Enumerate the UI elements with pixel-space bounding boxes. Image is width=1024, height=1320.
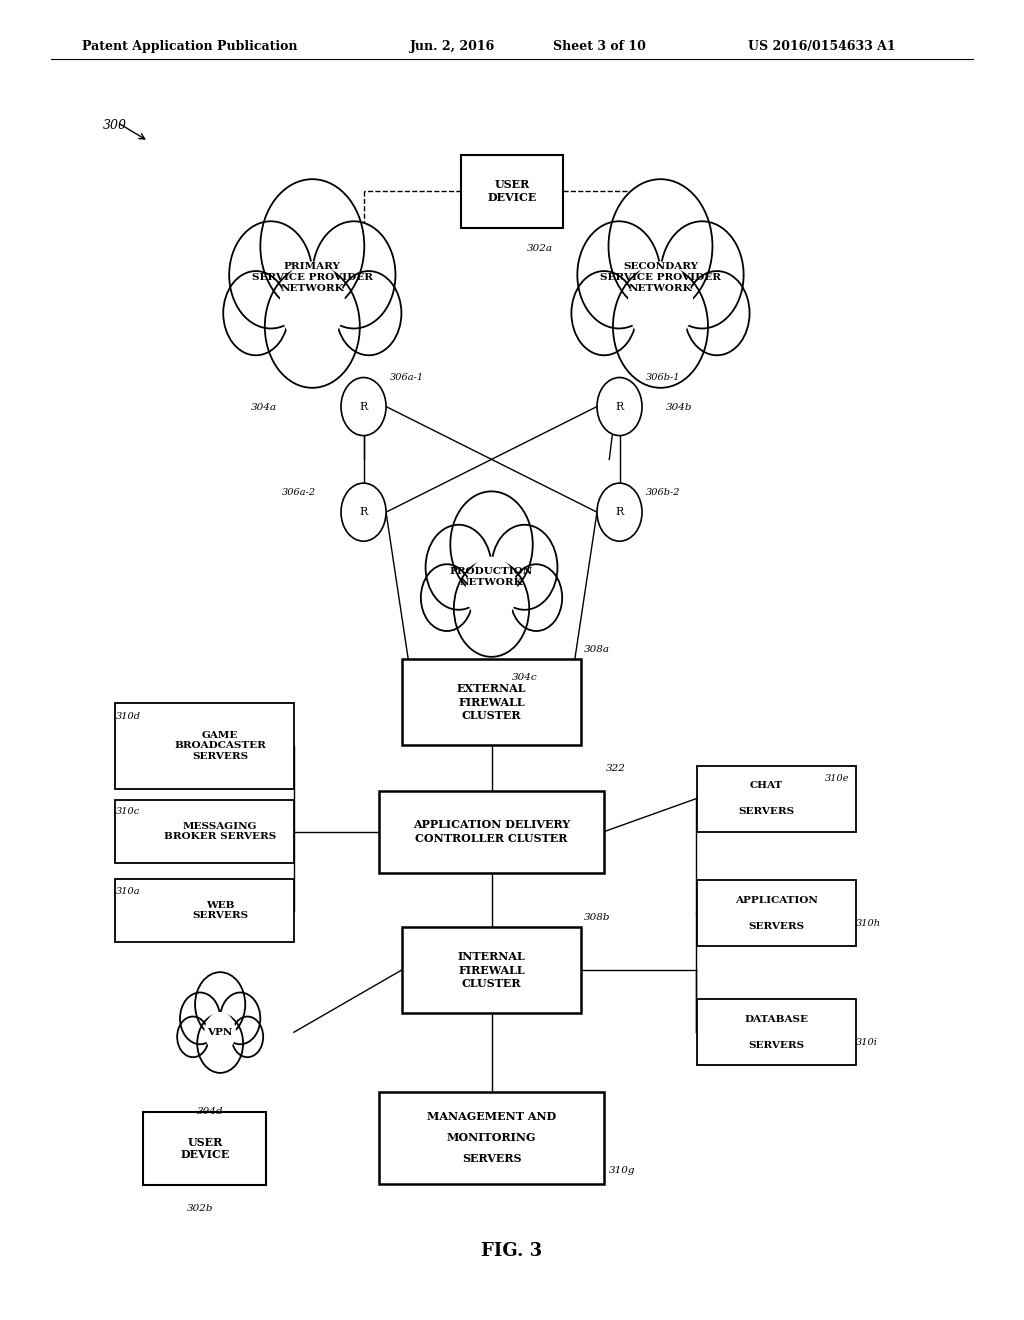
Text: Jun. 2, 2016: Jun. 2, 2016 xyxy=(410,40,495,53)
Text: 310h: 310h xyxy=(856,920,881,928)
Circle shape xyxy=(195,972,246,1038)
Text: MANAGEMENT AND: MANAGEMENT AND xyxy=(427,1111,556,1122)
Text: 310g: 310g xyxy=(609,1167,636,1175)
FancyBboxPatch shape xyxy=(696,999,856,1065)
Text: Sheet 3 of 10: Sheet 3 of 10 xyxy=(553,40,646,53)
FancyBboxPatch shape xyxy=(116,879,295,942)
Circle shape xyxy=(336,271,401,355)
FancyBboxPatch shape xyxy=(696,766,856,832)
Text: 306a-2: 306a-2 xyxy=(282,488,315,496)
Text: 310d: 310d xyxy=(116,713,140,721)
Circle shape xyxy=(265,265,359,388)
Circle shape xyxy=(205,1012,236,1052)
Text: WEB
SERVERS: WEB SERVERS xyxy=(193,902,248,920)
Circle shape xyxy=(223,271,289,355)
Circle shape xyxy=(260,180,365,313)
Circle shape xyxy=(466,557,517,623)
Text: 310a: 310a xyxy=(116,887,140,895)
Text: PRIMARY
SERVICE PROVIDER
NETWORK: PRIMARY SERVICE PROVIDER NETWORK xyxy=(252,261,373,293)
Text: INTERNAL
FIREWALL
CLUSTER: INTERNAL FIREWALL CLUSTER xyxy=(458,950,525,990)
Text: Patent Application Publication: Patent Application Publication xyxy=(82,40,297,53)
Text: R: R xyxy=(615,401,624,412)
Text: SERVERS: SERVERS xyxy=(738,808,794,816)
Text: R: R xyxy=(359,401,368,412)
Text: SERVERS: SERVERS xyxy=(462,1154,521,1164)
FancyBboxPatch shape xyxy=(461,154,563,227)
Text: R: R xyxy=(359,507,368,517)
Text: 304d: 304d xyxy=(197,1107,223,1117)
Text: 304c: 304c xyxy=(512,673,538,682)
Text: SECONDARY
SERVICE PROVIDER
NETWORK: SECONDARY SERVICE PROVIDER NETWORK xyxy=(600,261,721,293)
Text: R: R xyxy=(615,507,624,517)
Circle shape xyxy=(341,378,386,436)
Circle shape xyxy=(597,378,642,436)
Circle shape xyxy=(492,525,557,610)
Text: 304b: 304b xyxy=(666,403,692,412)
Text: 310c: 310c xyxy=(116,808,140,816)
Text: USER
DEVICE: USER DEVICE xyxy=(180,1137,229,1160)
Circle shape xyxy=(229,222,312,329)
Circle shape xyxy=(426,525,492,610)
Circle shape xyxy=(684,271,750,355)
Text: DATABASE: DATABASE xyxy=(744,1015,808,1023)
Text: APPLICATION DELIVERY
CONTROLLER CLUSTER: APPLICATION DELIVERY CONTROLLER CLUSTER xyxy=(413,820,570,843)
FancyBboxPatch shape xyxy=(696,880,856,946)
Text: 310i: 310i xyxy=(856,1039,878,1047)
FancyBboxPatch shape xyxy=(379,791,604,873)
Circle shape xyxy=(312,222,395,329)
Circle shape xyxy=(510,564,562,631)
Circle shape xyxy=(454,560,529,657)
Circle shape xyxy=(280,261,345,346)
Circle shape xyxy=(597,483,642,541)
Text: APPLICATION: APPLICATION xyxy=(735,896,817,904)
Text: EXTERNAL
FIREWALL
CLUSTER: EXTERNAL FIREWALL CLUSTER xyxy=(457,682,526,722)
Text: 304a: 304a xyxy=(251,403,276,412)
Text: CHAT: CHAT xyxy=(750,781,782,789)
Text: GAME
BROADCASTER
SERVERS: GAME BROADCASTER SERVERS xyxy=(174,731,266,760)
Circle shape xyxy=(628,261,693,346)
Text: 308a: 308a xyxy=(584,645,609,653)
FancyBboxPatch shape xyxy=(116,800,295,863)
Circle shape xyxy=(613,265,708,388)
FancyBboxPatch shape xyxy=(379,1092,604,1184)
Text: FIG. 3: FIG. 3 xyxy=(481,1242,543,1261)
Circle shape xyxy=(571,271,637,355)
Circle shape xyxy=(660,222,743,329)
Text: 306b-1: 306b-1 xyxy=(646,374,681,381)
Text: MONITORING: MONITORING xyxy=(446,1133,537,1143)
Text: 302a: 302a xyxy=(527,244,553,253)
Text: VPN: VPN xyxy=(208,1028,232,1036)
Circle shape xyxy=(220,993,260,1044)
Circle shape xyxy=(231,1016,263,1057)
Circle shape xyxy=(180,993,220,1044)
FancyBboxPatch shape xyxy=(401,927,581,1014)
Circle shape xyxy=(177,1016,209,1057)
Text: PRODUCTION
NETWORK: PRODUCTION NETWORK xyxy=(450,566,534,587)
Circle shape xyxy=(198,1014,243,1073)
Text: 306a-1: 306a-1 xyxy=(390,374,424,381)
Text: 306b-2: 306b-2 xyxy=(646,488,681,496)
Text: 322: 322 xyxy=(606,764,626,772)
Text: 308b: 308b xyxy=(584,913,610,921)
FancyBboxPatch shape xyxy=(116,704,295,789)
Circle shape xyxy=(451,491,532,598)
Text: MESSAGING
BROKER SERVERS: MESSAGING BROKER SERVERS xyxy=(164,822,276,841)
Circle shape xyxy=(341,483,386,541)
Text: US 2016/0154633 A1: US 2016/0154633 A1 xyxy=(748,40,895,53)
Text: 310e: 310e xyxy=(825,775,850,783)
Text: USER
DEVICE: USER DEVICE xyxy=(487,180,537,203)
Text: SERVERS: SERVERS xyxy=(749,1041,804,1049)
Text: SERVERS: SERVERS xyxy=(749,923,804,931)
FancyBboxPatch shape xyxy=(401,660,581,744)
Text: 300: 300 xyxy=(102,119,126,132)
Text: 302b: 302b xyxy=(186,1204,213,1213)
FancyBboxPatch shape xyxy=(143,1111,266,1185)
Circle shape xyxy=(608,180,713,313)
Circle shape xyxy=(578,222,660,329)
Circle shape xyxy=(421,564,473,631)
